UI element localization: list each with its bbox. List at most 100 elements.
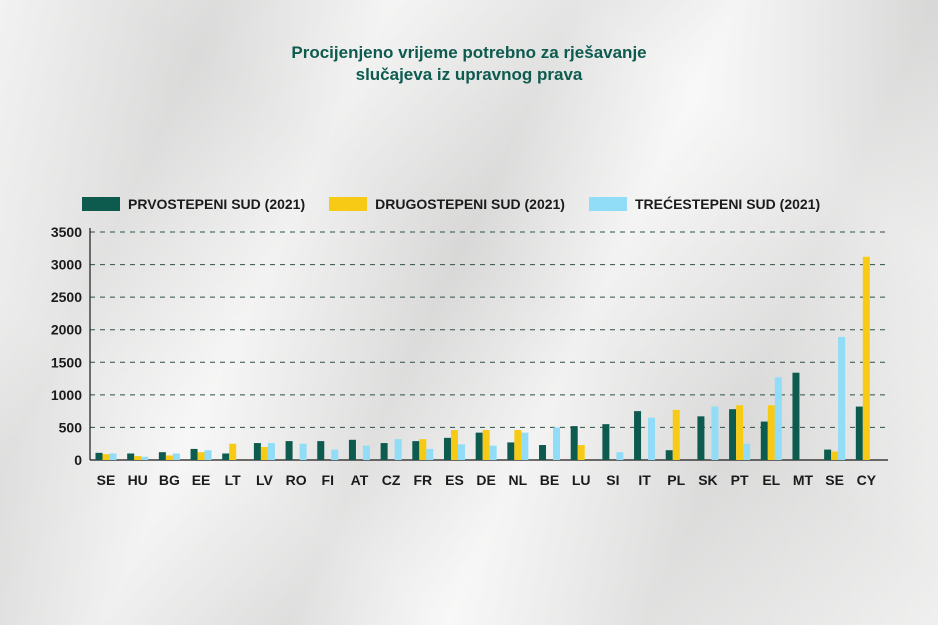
bar-lt-prvostepeni (222, 453, 230, 460)
y-tick-label: 1000 (51, 387, 82, 403)
x-tick-label: EL (762, 472, 780, 488)
bar-hu-drugostepeni (134, 456, 142, 460)
bar-ro-prvostepeni (285, 441, 293, 460)
bar-nl-drugostepeni (514, 430, 522, 460)
bar-se-trecestepeni (838, 336, 846, 460)
bar-hu-prvostepeni (127, 453, 135, 460)
bar-se-prvostepeni (95, 452, 103, 460)
bar-ee-prvostepeni (190, 448, 198, 460)
x-tick-label: PT (731, 472, 749, 488)
x-tick-label: AT (351, 472, 369, 488)
bar-at-trecestepeni (362, 445, 370, 460)
bar-lv-prvostepeni (253, 443, 261, 460)
legend-label-trecestepeni: TREĆESTEPENI SUD (2021) (634, 196, 821, 212)
bar-es-prvostepeni (443, 437, 451, 460)
bar-ro-trecestepeni (299, 443, 307, 460)
x-tick-label: SE (97, 472, 116, 488)
bar-pt-prvostepeni (729, 409, 737, 460)
legend-swatch-trecestepeni (588, 197, 627, 211)
chart-title-line-2: slučajeva iz upravnog prava (355, 65, 583, 84)
bar-cy-prvostepeni (855, 406, 863, 460)
bar-de-drugostepeni (482, 430, 490, 460)
bar-es-trecestepeni (457, 444, 465, 460)
x-tick-label: BE (540, 472, 559, 488)
x-tick-label: LU (572, 472, 591, 488)
x-tick-label: SI (606, 472, 619, 488)
bar-lv-drugostepeni (260, 446, 268, 460)
y-tick-label: 2000 (51, 322, 82, 338)
y-tick-label: 3000 (51, 257, 82, 273)
bar-sk-prvostepeni (697, 416, 705, 460)
x-tick-label: NL (509, 472, 528, 488)
bar-be-trecestepeni (553, 427, 561, 460)
bar-fi-trecestepeni (331, 449, 339, 460)
legend-item-prvostepeni: PRVOSTEPENI SUD (2021) (82, 196, 305, 212)
bar-fi-prvostepeni (317, 441, 325, 460)
y-tick-label: 500 (59, 419, 83, 435)
bar-pt-drugostepeni (736, 405, 744, 460)
x-tick-label: HU (128, 472, 148, 488)
bar-se-drugostepeni (831, 451, 839, 460)
legend-swatch-prvostepeni (82, 197, 120, 211)
bar-se-trecestepeni (109, 453, 117, 460)
legend-swatch-drugostepeni (329, 197, 368, 211)
bar-fr-trecestepeni (426, 448, 434, 460)
bar-de-prvostepeni (475, 432, 483, 460)
chart-title-line-1: Procijenjeno vrijeme potrebno za rješava… (291, 43, 647, 62)
bar-el-prvostepeni (760, 421, 768, 460)
x-tick-label: PL (667, 472, 685, 488)
bar-hu-trecestepeni (141, 456, 149, 460)
bar-fr-drugostepeni (419, 439, 427, 460)
y-tick-label: 0 (74, 452, 82, 468)
legend: PRVOSTEPENI SUD (2021) DRUGOSTEPENI SUD … (82, 193, 844, 215)
x-tick-label: ES (445, 472, 464, 488)
x-tick-label: RO (286, 472, 307, 488)
x-tick-label: SE (825, 472, 844, 488)
bar-mt-prvostepeni (792, 372, 800, 460)
bar-pl-drugostepeni (672, 409, 680, 460)
chart-title: Procijenjeno vrijeme potrebno za rješava… (0, 42, 938, 86)
x-tick-label: CY (857, 472, 877, 488)
bar-lt-drugostepeni (229, 443, 237, 460)
bar-ee-drugostepeni (197, 452, 205, 460)
bar-es-drugostepeni (450, 430, 458, 460)
bar-nl-trecestepeni (521, 432, 529, 460)
bar-it-prvostepeni (634, 411, 642, 460)
legend-label-prvostepeni: PRVOSTEPENI SUD (2021) (128, 196, 306, 212)
bar-pt-trecestepeni (743, 443, 751, 460)
bar-bg-trecestepeni (172, 453, 180, 460)
bar-pl-prvostepeni (665, 450, 673, 460)
bar-se-drugostepeni (102, 454, 110, 460)
bar-lu-drugostepeni (577, 445, 585, 460)
x-tick-label: DE (476, 472, 495, 488)
bar-bg-prvostepeni (158, 452, 166, 460)
bar-ee-trecestepeni (204, 450, 212, 460)
x-tick-label: LV (256, 472, 274, 488)
y-tick-label: 2500 (51, 289, 82, 305)
x-tick-label: LT (225, 472, 242, 488)
x-tick-label: SK (698, 472, 717, 488)
bar-nl-prvostepeni (507, 442, 515, 460)
bar-be-prvostepeni (539, 445, 547, 460)
x-tick-label: CZ (382, 472, 401, 488)
legend-item-drugostepeni: DRUGOSTEPENI SUD (2021) (329, 196, 565, 212)
x-tick-label: BG (159, 472, 180, 488)
bar-de-trecestepeni (489, 445, 497, 460)
y-tick-label: 3500 (51, 224, 82, 240)
legend-item-trecestepeni: TREĆESTEPENI SUD (2021) (588, 196, 821, 212)
x-tick-label: IT (638, 472, 651, 488)
bar-it-trecestepeni (648, 417, 656, 460)
bar-lv-trecestepeni (267, 443, 275, 460)
bar-cz-trecestepeni (394, 439, 402, 460)
bar-se-prvostepeni (824, 449, 832, 460)
x-tick-label: FI (322, 472, 334, 488)
bar-lu-prvostepeni (570, 426, 578, 460)
bar-fr-prvostepeni (412, 441, 420, 460)
x-tick-label: EE (192, 472, 211, 488)
bar-bg-drugostepeni (165, 455, 173, 460)
x-tick-label: FR (413, 472, 432, 488)
bar-el-drugostepeni (767, 405, 775, 460)
bar-at-prvostepeni (348, 439, 356, 460)
y-tick-label: 1500 (51, 354, 82, 370)
